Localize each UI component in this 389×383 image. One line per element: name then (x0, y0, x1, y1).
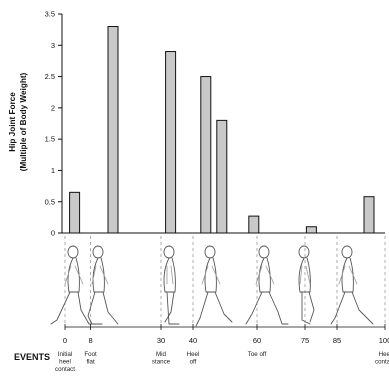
event-label: Mid (156, 351, 167, 358)
gait-tick-label: 0 (63, 336, 67, 345)
events-title: EVENTS (14, 352, 50, 362)
event-label: flat (86, 359, 95, 366)
bar (165, 51, 177, 234)
y-tick-label: 2 (51, 103, 55, 112)
y-tick-label: 2.5 (45, 72, 55, 81)
bar (248, 215, 260, 234)
walking-figure-toe-off (245, 245, 289, 325)
gait-tick-label: 60 (253, 336, 261, 345)
bar (305, 226, 317, 234)
walking-figure-foot-flat (87, 245, 119, 325)
gait-tick-label: 85 (333, 336, 341, 345)
event-label: Heel (187, 351, 200, 358)
walking-figure-heel-off (195, 245, 233, 327)
bars-group (69, 26, 375, 234)
event-label: off (190, 359, 197, 366)
gait-ticks: 0 8 30 40 60 75 85 100 (63, 236, 389, 345)
event-label: stance (152, 359, 171, 366)
bar (216, 119, 228, 234)
walking-figure-initial-heel-contact (50, 245, 96, 325)
y-tick-label: 0 (51, 229, 55, 238)
y-axis: 0 0.5 1 1.5 2 2.5 3 3.5 (45, 10, 62, 238)
y-tick-label: 0.5 (45, 197, 55, 206)
walking-figure-mid-stance (163, 245, 180, 325)
bar (107, 26, 119, 234)
y-tick-label: 1.5 (45, 135, 55, 144)
event-label: Heel (379, 351, 389, 358)
gait-tick-label: 40 (189, 336, 197, 345)
gait-tick-label: 75 (301, 336, 309, 345)
y-tick-label: 1 (51, 166, 55, 175)
gait-figures-band (50, 245, 374, 327)
bar (363, 196, 375, 234)
y-axis-label-line2: (Multiple of Body Weight) (19, 72, 28, 171)
event-label: contact (55, 366, 75, 373)
event-label: heel (59, 359, 71, 366)
bar (200, 76, 212, 234)
gait-tick-label: 8 (89, 336, 93, 345)
gait-tick-label: 100 (379, 336, 389, 345)
y-tick-label: 3 (51, 41, 55, 50)
event-label: Initial (58, 351, 72, 358)
y-axis-label-line1: Hip Joint Force (8, 92, 17, 152)
walking-figure-swing (298, 245, 315, 325)
event-label: Toe off (248, 351, 267, 358)
gait-tick-label: 30 (157, 336, 165, 345)
walking-figure-heel-contact (330, 245, 374, 325)
event-label: Foot (84, 351, 97, 358)
event-labels: InitialheelcontactFootflatMidstanceHeelo… (55, 351, 389, 373)
event-label: contact (375, 359, 389, 366)
y-tick-label: 3.5 (45, 10, 55, 19)
bar (69, 191, 81, 234)
